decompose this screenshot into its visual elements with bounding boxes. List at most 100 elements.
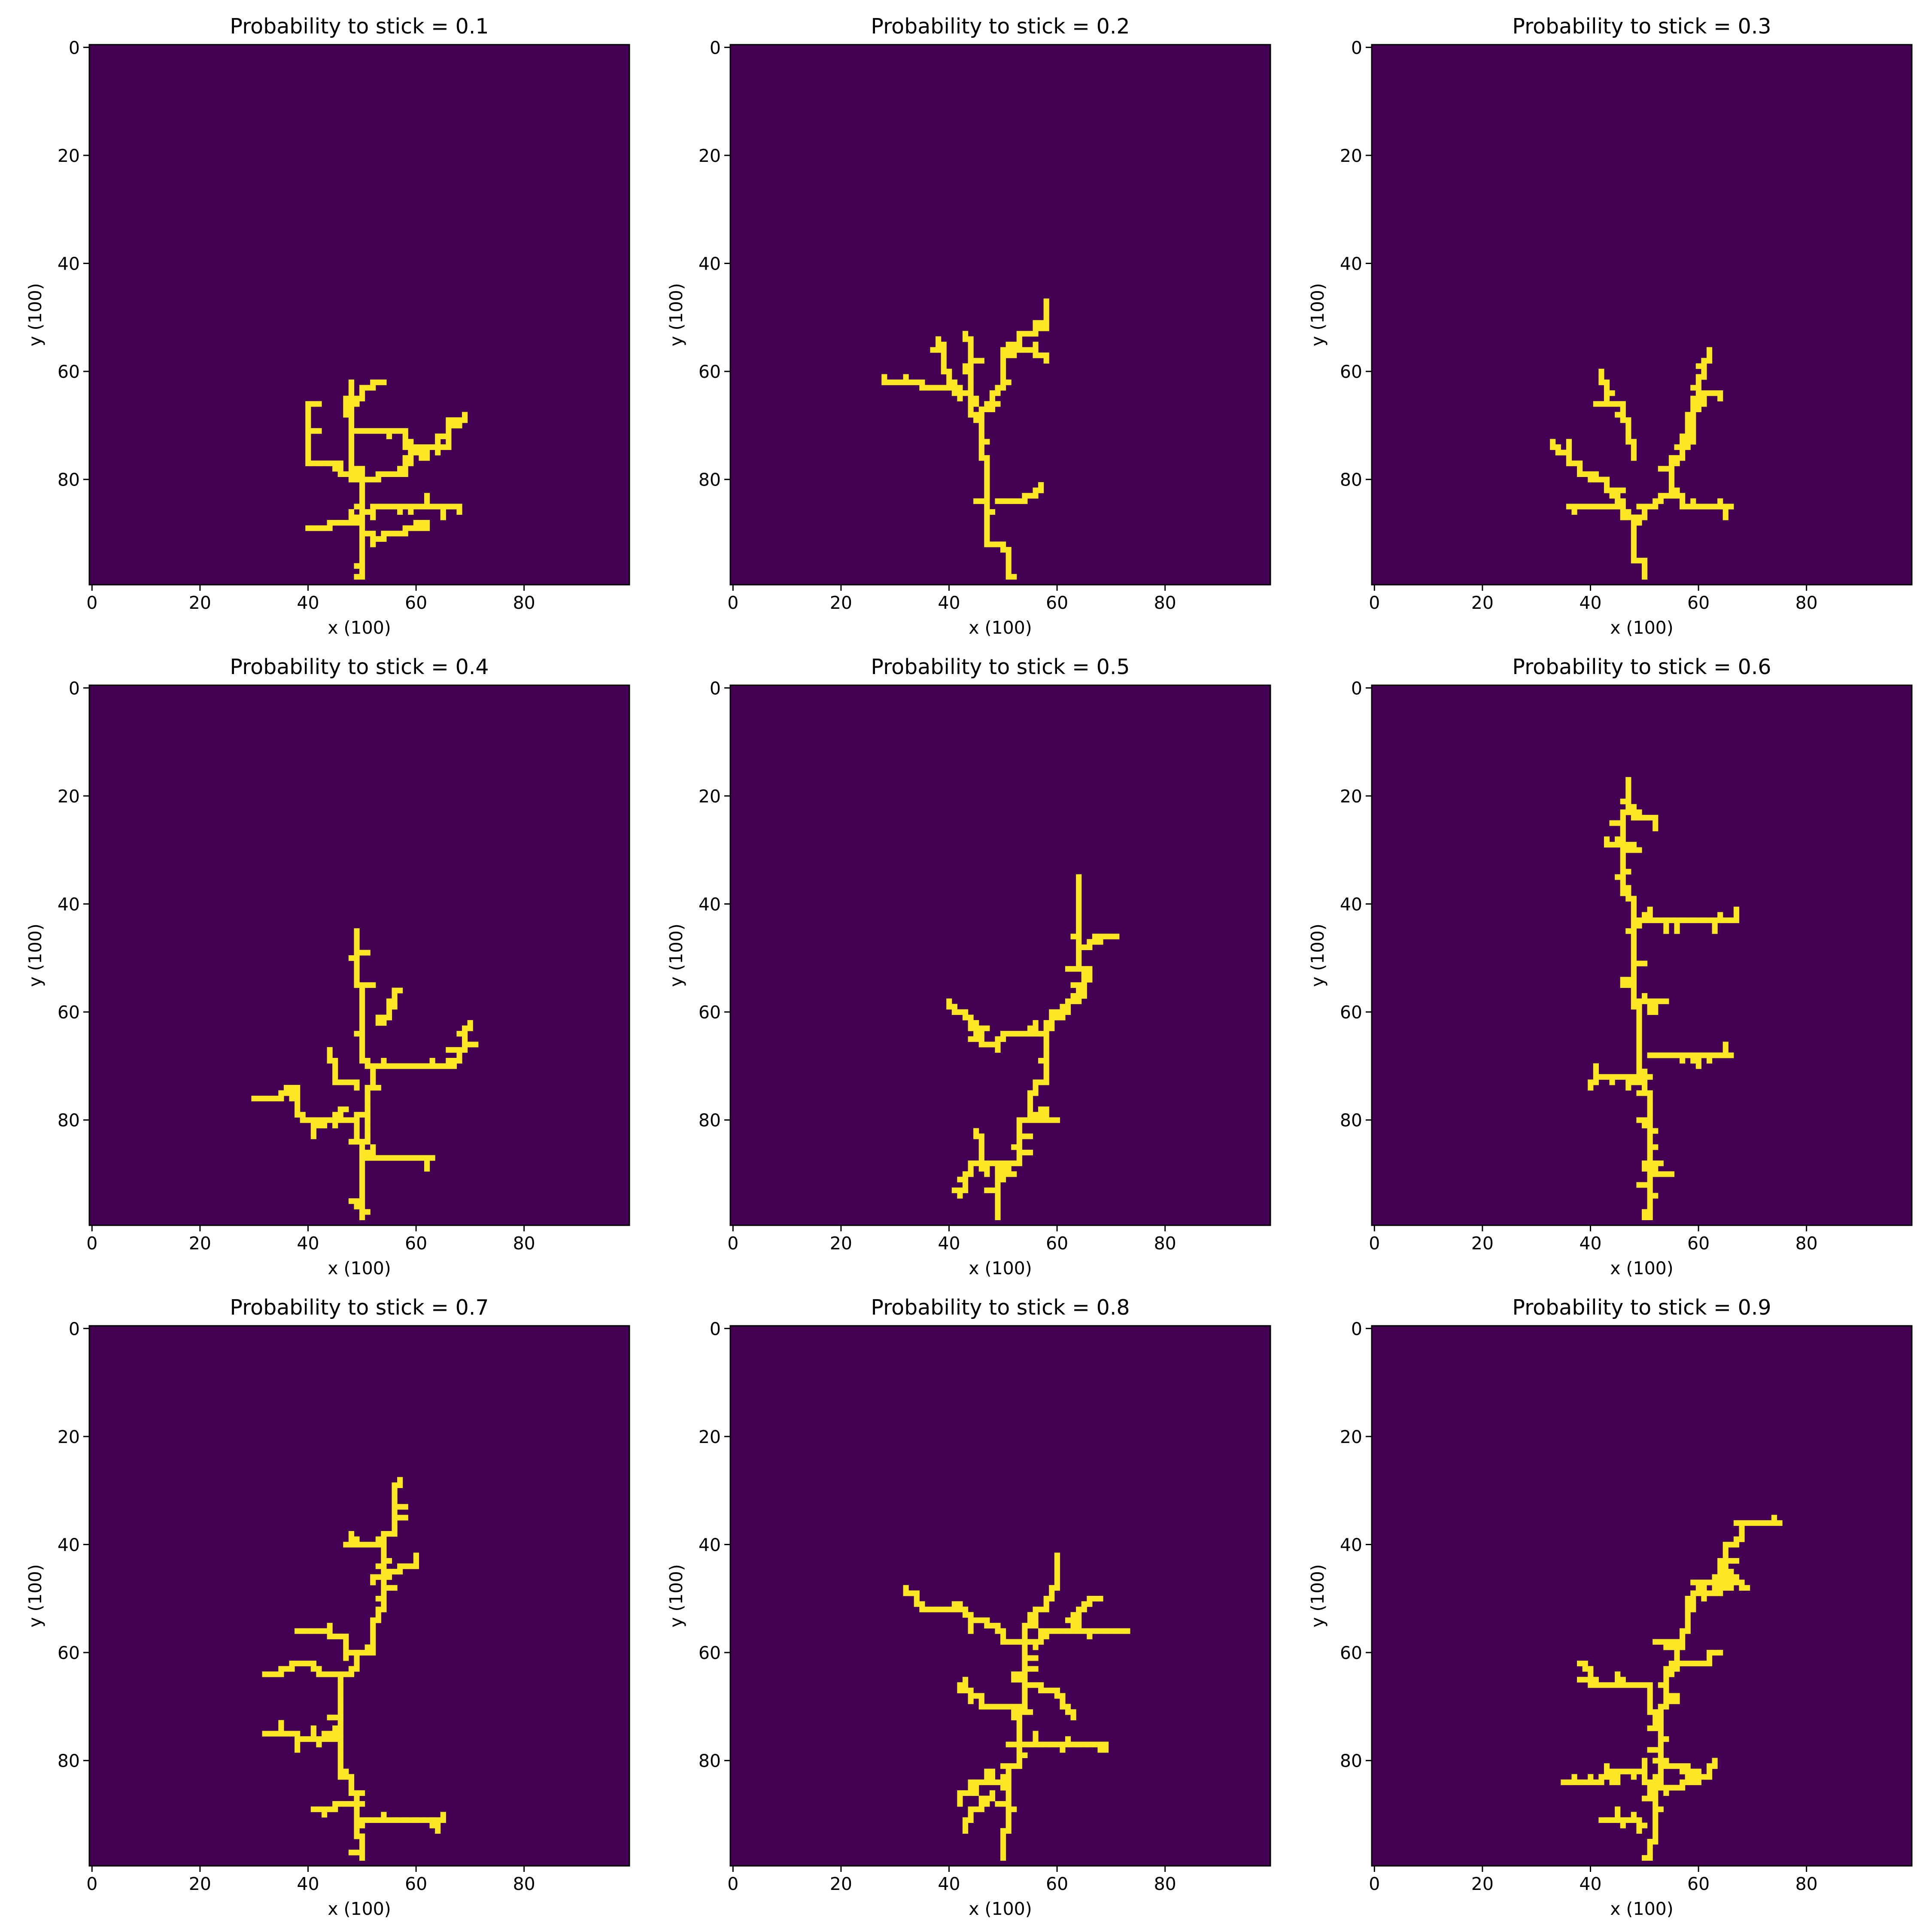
particle-cell bbox=[978, 1133, 984, 1139]
particle-cell bbox=[1701, 504, 1707, 510]
particle-cell bbox=[1690, 1058, 1696, 1064]
particle-cell bbox=[1631, 525, 1637, 531]
particle-cell bbox=[1038, 1058, 1044, 1064]
particle-cell bbox=[365, 1149, 371, 1156]
particle-cell bbox=[359, 487, 365, 493]
x-tick-label: 40 bbox=[938, 592, 960, 613]
particle-cell bbox=[381, 1063, 387, 1069]
particle-cell bbox=[305, 460, 311, 466]
particle-cell bbox=[1712, 1052, 1718, 1058]
particle-cell bbox=[1016, 1117, 1022, 1123]
particle-cell bbox=[1027, 347, 1033, 353]
particle-cell bbox=[1717, 912, 1723, 918]
particle-cell bbox=[1043, 1069, 1049, 1075]
particle-cell bbox=[1049, 1020, 1055, 1026]
x-tick-label: 60 bbox=[405, 1233, 427, 1254]
particle-cell bbox=[1658, 466, 1664, 472]
panel-title: Probability to stick = 0.7 bbox=[230, 1295, 489, 1320]
particle-cell bbox=[310, 1122, 316, 1129]
particle-cell bbox=[1103, 1747, 1109, 1753]
particle-cell bbox=[295, 1741, 301, 1747]
particle-cell bbox=[1016, 1639, 1022, 1645]
particle-cell bbox=[1690, 406, 1696, 413]
particle-cell bbox=[1706, 390, 1713, 396]
particle-cell bbox=[1620, 401, 1626, 407]
x-tick-label: 40 bbox=[1579, 1233, 1601, 1254]
particle-cell bbox=[354, 401, 360, 407]
particle-cell bbox=[1550, 439, 1556, 445]
y-tick-label: 20 bbox=[1340, 1427, 1362, 1447]
particle-cell bbox=[1722, 1574, 1728, 1580]
particle-cell bbox=[1577, 460, 1583, 466]
particle-cell bbox=[1717, 1569, 1723, 1575]
particle-cell bbox=[1011, 352, 1017, 358]
particle-cell bbox=[343, 1655, 349, 1661]
particle-cell bbox=[1620, 1682, 1626, 1688]
particle-cell bbox=[348, 1198, 355, 1204]
particle-cell bbox=[1663, 1677, 1669, 1683]
particle-cell bbox=[984, 514, 990, 520]
y-tick-label: 40 bbox=[699, 253, 721, 274]
particle-cell bbox=[962, 1687, 969, 1694]
particle-cell bbox=[1690, 412, 1696, 418]
particle-cell bbox=[310, 1128, 316, 1134]
particle-cell bbox=[1636, 1079, 1642, 1085]
particle-cell bbox=[962, 1171, 969, 1177]
particle-cell bbox=[1733, 1558, 1740, 1564]
particle-cell bbox=[1631, 1004, 1637, 1010]
particle-cell bbox=[1016, 347, 1022, 353]
particle-cell bbox=[419, 455, 425, 461]
particle-cell bbox=[1097, 933, 1103, 939]
particle-cell bbox=[278, 1731, 284, 1737]
particle-cell bbox=[332, 1112, 338, 1118]
particle-cell bbox=[392, 1515, 398, 1521]
particle-cell bbox=[1668, 1763, 1675, 1769]
y-tick-label: 20 bbox=[699, 786, 721, 807]
particle-cell bbox=[435, 450, 441, 456]
particle-cell bbox=[1663, 998, 1669, 1004]
particle-cell bbox=[1706, 1580, 1713, 1586]
x-tick-label: 80 bbox=[513, 592, 535, 613]
particle-cell bbox=[989, 1768, 996, 1774]
particle-cell bbox=[1706, 1774, 1713, 1780]
particle-cell bbox=[978, 1166, 984, 1172]
particle-cell bbox=[375, 1015, 381, 1021]
particle-cell bbox=[1043, 1031, 1049, 1037]
y-tick-label: 0 bbox=[69, 1318, 80, 1339]
particle-cell bbox=[278, 1725, 284, 1732]
particle-cell bbox=[1593, 1074, 1599, 1080]
particle-cell bbox=[392, 1531, 398, 1537]
particle-cell bbox=[370, 531, 376, 537]
particle-cell bbox=[1092, 1628, 1098, 1634]
particle-cell bbox=[1000, 374, 1006, 380]
particle-cell bbox=[1680, 493, 1686, 499]
particle-cell bbox=[1636, 1015, 1642, 1021]
particle-cell bbox=[1625, 1817, 1631, 1823]
particle-cell bbox=[1722, 1552, 1728, 1558]
particle-cell bbox=[337, 466, 343, 472]
particle-cell bbox=[962, 368, 969, 374]
chart-panel-7: Probability to stick = 0.70 20 40 60 8002040… bbox=[25, 1295, 630, 1919]
particle-cell bbox=[310, 401, 316, 407]
particle-cell bbox=[1022, 1655, 1028, 1661]
particle-cell bbox=[1642, 1160, 1648, 1166]
particle-cell bbox=[1054, 1741, 1060, 1747]
particle-cell bbox=[370, 1639, 376, 1645]
y-tick-label: 40 bbox=[58, 253, 80, 274]
particle-cell bbox=[327, 1047, 333, 1053]
x-tick-label: 20 bbox=[1471, 592, 1494, 613]
particle-cell bbox=[968, 379, 974, 386]
particle-cell bbox=[941, 341, 947, 348]
particle-cell bbox=[962, 331, 969, 337]
particle-cell bbox=[984, 536, 990, 542]
particle-cell bbox=[941, 363, 947, 369]
axes-frame bbox=[88, 684, 630, 1226]
particle-cell bbox=[1653, 1709, 1659, 1715]
particle-cell bbox=[386, 1155, 392, 1161]
particle-cell bbox=[435, 433, 441, 439]
particle-cell bbox=[1615, 1671, 1621, 1677]
particle-cell bbox=[310, 1660, 316, 1667]
particle-cell bbox=[1016, 1122, 1022, 1129]
y-tick-label: 0 bbox=[1351, 37, 1362, 58]
particle-cell bbox=[375, 1612, 381, 1618]
